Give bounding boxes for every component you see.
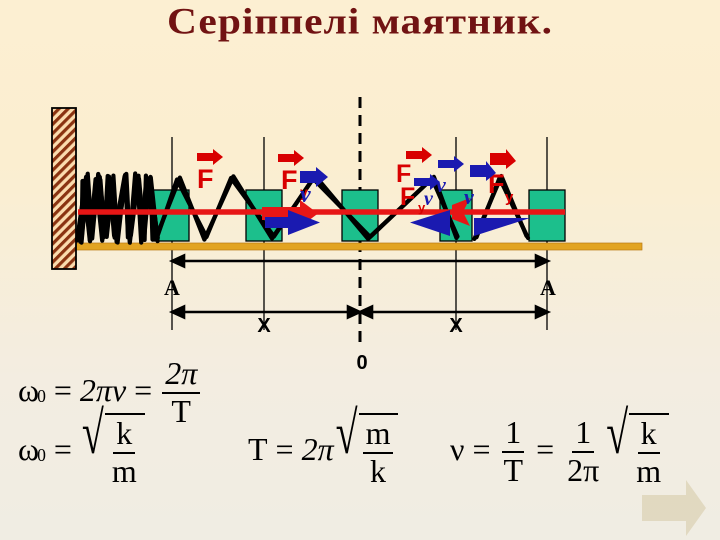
svg-text:F: F [197, 164, 214, 194]
svg-text:A: A [164, 275, 180, 300]
svg-text:X: X [257, 315, 271, 337]
svg-text:F: F [281, 165, 298, 195]
svg-text:v: v [424, 188, 434, 210]
svg-text:v: v [436, 172, 446, 197]
svg-text:F: F [400, 183, 415, 211]
svg-text:A: A [540, 275, 556, 300]
svg-text:X: X [449, 315, 463, 337]
svg-text:v: v [300, 182, 311, 208]
svg-text:v: v [464, 184, 474, 209]
svg-text:y: y [505, 189, 514, 206]
svg-text:0: 0 [356, 352, 367, 374]
